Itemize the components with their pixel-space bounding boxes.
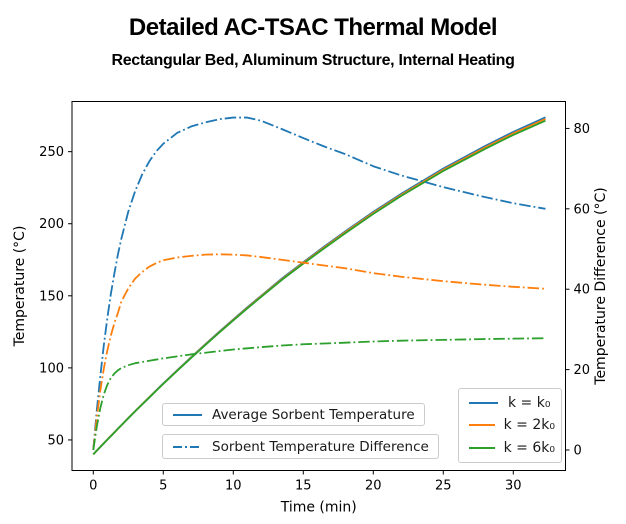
y-right-tick-label: 0: [574, 444, 582, 459]
legend-row-style-0: Average Sorbent Temperature: [172, 407, 415, 423]
dashdot-line-sample-icon: [173, 445, 202, 448]
x-tick-label: 0: [89, 479, 97, 494]
y-left-tick-label: 200: [39, 217, 64, 232]
x-tick-label: 15: [295, 479, 312, 494]
y-left-axis-label: Temperature (°C): [12, 226, 28, 348]
solid-line-sample-icon: [469, 446, 495, 449]
x-tick-label: 10: [225, 479, 242, 494]
chart-subtitle: Rectangular Bed, Aluminum Structure, Int…: [111, 52, 515, 69]
legend-sorbent-temperature-difference: Sorbent Temperature Difference: [162, 434, 439, 459]
y-right-tick-label: 20: [574, 363, 591, 378]
x-tick-label: 25: [435, 479, 452, 494]
legend-label-style-0: Average Sorbent Temperature: [212, 406, 415, 423]
legend-k-values: k = k₀ k = 2k₀ k = 6k₀: [458, 388, 562, 463]
legend-row-k-2: k = 6k₀: [468, 437, 555, 459]
series-line-3: [92, 116, 546, 451]
solid-line-sample-icon: [469, 424, 495, 427]
legend-label-k-2: k = 6k₀: [503, 439, 555, 456]
solid-line-sample-icon: [173, 413, 202, 416]
series-line-2: [92, 119, 546, 455]
x-tick-label: 30: [505, 479, 522, 494]
y-left-tick-label: 50: [47, 433, 64, 448]
chart-title: Detailed AC-TSAC Thermal Model: [128, 14, 498, 41]
y-left-tick-label: 250: [39, 145, 64, 160]
legend-row-k-0: k = k₀: [468, 392, 555, 414]
x-tick-label: 20: [365, 479, 382, 494]
legend-label-k-1: k = 2k₀: [503, 417, 555, 434]
legend-average-sorbent-temperature: Average Sorbent Temperature: [162, 403, 425, 426]
legend-label-style-1: Sorbent Temperature Difference: [212, 438, 429, 455]
legend-label-k-0: k = k₀: [508, 395, 551, 412]
legend-row-style-1: Sorbent Temperature Difference: [172, 439, 429, 455]
solid-line-sample-icon: [469, 402, 498, 405]
plot-border: [71, 101, 566, 471]
y-right-tick-label: 80: [574, 122, 591, 137]
x-axis-label: Time (min): [280, 500, 357, 516]
y-right-tick-label: 40: [574, 283, 591, 298]
y-left-tick-label: 100: [39, 361, 64, 376]
y-left-tick-label: 150: [39, 289, 64, 304]
series-line-4: [92, 253, 546, 451]
y-right-tick-label: 60: [574, 202, 591, 217]
x-tick-label: 5: [159, 479, 167, 494]
legend-row-k-1: k = 2k₀: [468, 414, 555, 436]
series-line-5: [92, 337, 546, 451]
y-right-axis-label: Temperature Difference (°C): [593, 187, 609, 385]
